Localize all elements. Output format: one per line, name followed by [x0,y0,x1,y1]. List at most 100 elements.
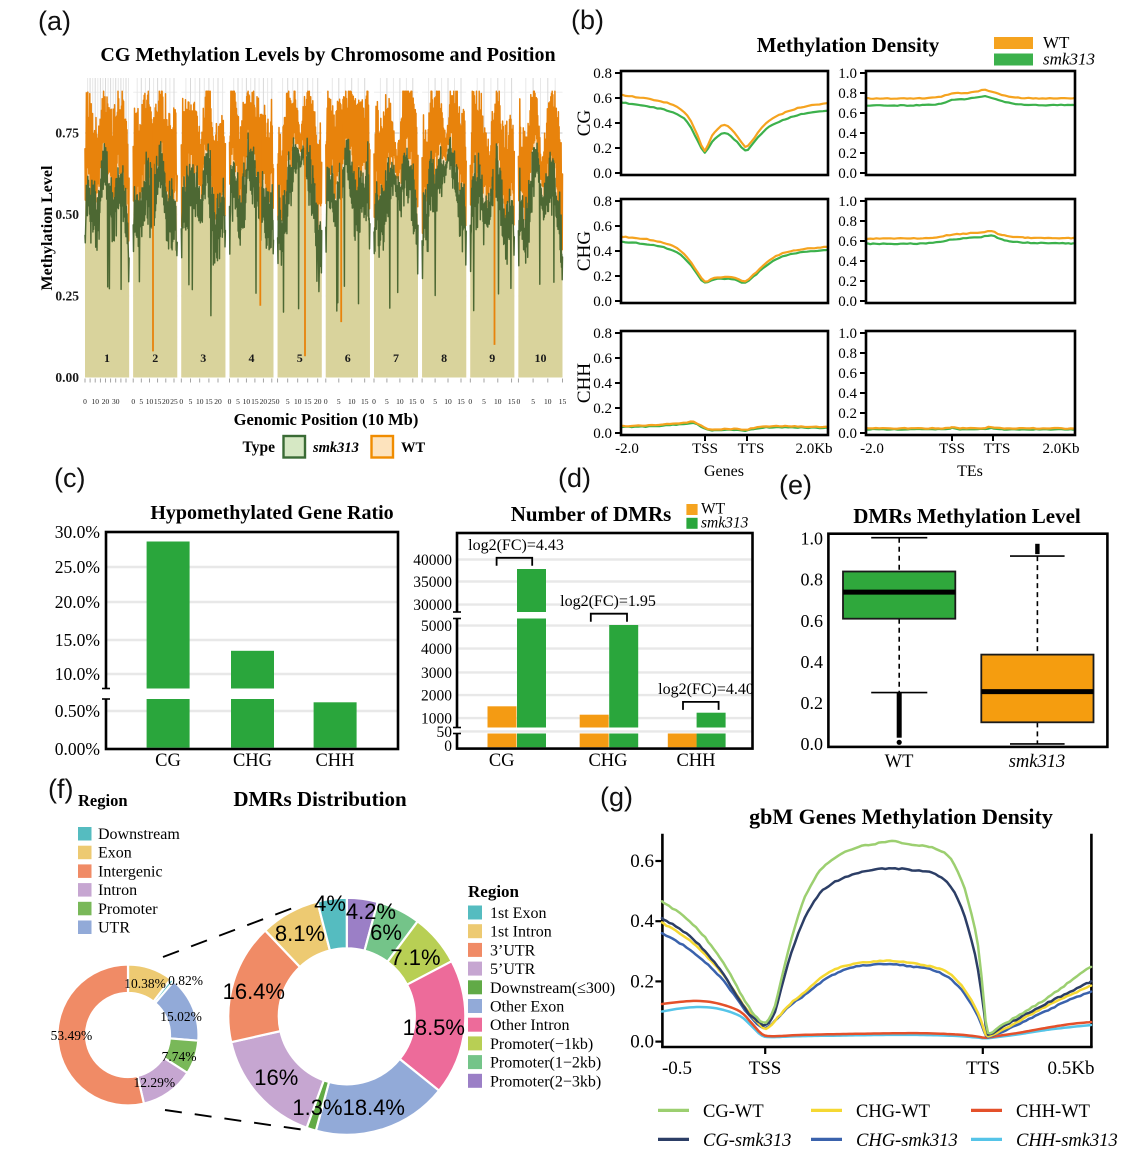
svg-text:10: 10 [535,351,547,365]
svg-text:Hypomethylated Gene Ratio: Hypomethylated Gene Ratio [150,502,393,524]
svg-text:3’UTR: 3’UTR [490,942,536,959]
svg-text:16%: 16% [254,1065,298,1090]
svg-text:30000: 30000 [413,597,452,614]
svg-text:5000: 5000 [421,618,452,635]
svg-text:0.50: 0.50 [55,207,79,222]
svg-text:10: 10 [243,397,251,406]
svg-text:6: 6 [345,351,351,365]
svg-text:5: 5 [385,397,389,406]
svg-text:3000: 3000 [421,665,452,682]
svg-text:0: 0 [372,397,376,406]
svg-text:4000: 4000 [421,641,452,658]
svg-text:2: 2 [152,351,158,365]
svg-text:0.4: 0.4 [593,116,612,132]
svg-text:Genes: Genes [704,463,744,480]
svg-text:25: 25 [268,397,276,406]
svg-text:15: 15 [559,397,567,406]
svg-text:0.2: 0.2 [630,971,654,992]
svg-text:CG: CG [489,751,515,771]
svg-text:15: 15 [205,397,213,406]
svg-text:15: 15 [409,397,417,406]
svg-text:15: 15 [304,397,312,406]
svg-text:1st Exon: 1st Exon [490,905,546,922]
svg-text:0.6: 0.6 [838,234,857,250]
svg-text:(a): (a) [38,6,71,36]
svg-text:0.75: 0.75 [55,126,79,141]
svg-text:10: 10 [294,397,302,406]
svg-text:0: 0 [324,397,328,406]
svg-text:10: 10 [196,397,204,406]
svg-text:0.4: 0.4 [593,244,612,260]
svg-text:Downstream: Downstream [98,826,180,843]
svg-text:15: 15 [508,397,516,406]
svg-text:1000: 1000 [421,711,452,728]
svg-text:5: 5 [337,397,341,406]
svg-text:0.6: 0.6 [593,91,612,107]
svg-text:0.8: 0.8 [838,214,857,230]
svg-text:5: 5 [433,397,437,406]
svg-text:20: 20 [162,397,170,406]
svg-text:0.0: 0.0 [801,734,824,754]
svg-text:Promoter(−1kb): Promoter(−1kb) [490,1036,593,1053]
svg-text:0.5Kb: 0.5Kb [1048,1058,1095,1079]
svg-text:Genomic Position (10 Mb): Genomic Position (10 Mb) [234,410,419,429]
svg-text:0.6: 0.6 [838,106,857,122]
svg-text:7: 7 [393,351,399,365]
svg-text:0: 0 [228,397,232,406]
svg-text:0.0: 0.0 [630,1032,654,1053]
svg-text:-2.0: -2.0 [860,441,884,457]
svg-text:0.8: 0.8 [838,86,857,102]
svg-text:10: 10 [348,397,356,406]
svg-text:2000: 2000 [421,688,452,705]
svg-text:0.8: 0.8 [593,66,612,82]
svg-text:CHH: CHH [315,751,354,771]
svg-text:-0.5: -0.5 [662,1058,692,1079]
svg-text:5: 5 [286,397,290,406]
svg-text:0.4: 0.4 [838,126,857,142]
svg-text:1.0: 1.0 [801,529,824,549]
svg-text:15.0%: 15.0% [55,630,100,650]
svg-text:8.1%: 8.1% [275,921,325,946]
svg-text:Number of DMRs: Number of DMRs [511,502,672,526]
svg-text:1.0: 1.0 [838,326,857,342]
svg-text:WT: WT [885,752,914,772]
svg-text:log2(FC)=4.43: log2(FC)=4.43 [468,537,564,554]
svg-text:10: 10 [444,397,452,406]
svg-text:Promoter: Promoter [98,901,158,918]
svg-text:CG-smk313: CG-smk313 [703,1131,791,1151]
svg-text:0.6: 0.6 [838,366,857,382]
svg-text:TEs: TEs [957,463,983,480]
svg-text:30: 30 [112,397,120,406]
svg-text:(b): (b) [571,5,604,35]
svg-text:CG Methylation Levels by Chrom: CG Methylation Levels by Chromosome and … [100,44,555,66]
svg-text:WT: WT [1043,33,1070,52]
svg-text:20: 20 [214,397,222,406]
svg-text:15: 15 [457,397,465,406]
svg-text:WT: WT [401,440,426,456]
svg-text:0.2: 0.2 [838,274,857,290]
svg-text:Region: Region [78,791,128,810]
svg-text:CHH-WT: CHH-WT [1016,1102,1090,1122]
svg-text:CG: CG [574,110,595,137]
svg-text:CHG-WT: CHG-WT [856,1102,930,1122]
svg-text:10.0%: 10.0% [55,664,100,684]
svg-text:0: 0 [517,397,521,406]
svg-text:10: 10 [494,397,502,406]
svg-text:Methylation Density: Methylation Density [757,33,940,57]
svg-text:53.49%: 53.49% [51,1028,93,1043]
svg-text:0.0: 0.0 [838,294,857,310]
svg-text:0.4: 0.4 [838,254,857,270]
svg-text:log2(FC)=4.40: log2(FC)=4.40 [658,681,754,698]
svg-text:0: 0 [179,397,183,406]
svg-text:5: 5 [139,397,143,406]
svg-text:CG-WT: CG-WT [703,1102,764,1122]
svg-text:DMRs Methylation Level: DMRs Methylation Level [853,504,1081,528]
svg-text:16.4%: 16.4% [223,979,285,1004]
svg-text:6%: 6% [370,920,402,945]
svg-text:7.74%: 7.74% [162,1049,197,1064]
svg-text:TTS: TTS [984,441,1011,457]
svg-text:3: 3 [200,351,206,365]
svg-text:(f): (f) [48,774,73,804]
svg-text:2.0Kb: 2.0Kb [1042,441,1079,457]
svg-text:0.0: 0.0 [593,166,612,182]
